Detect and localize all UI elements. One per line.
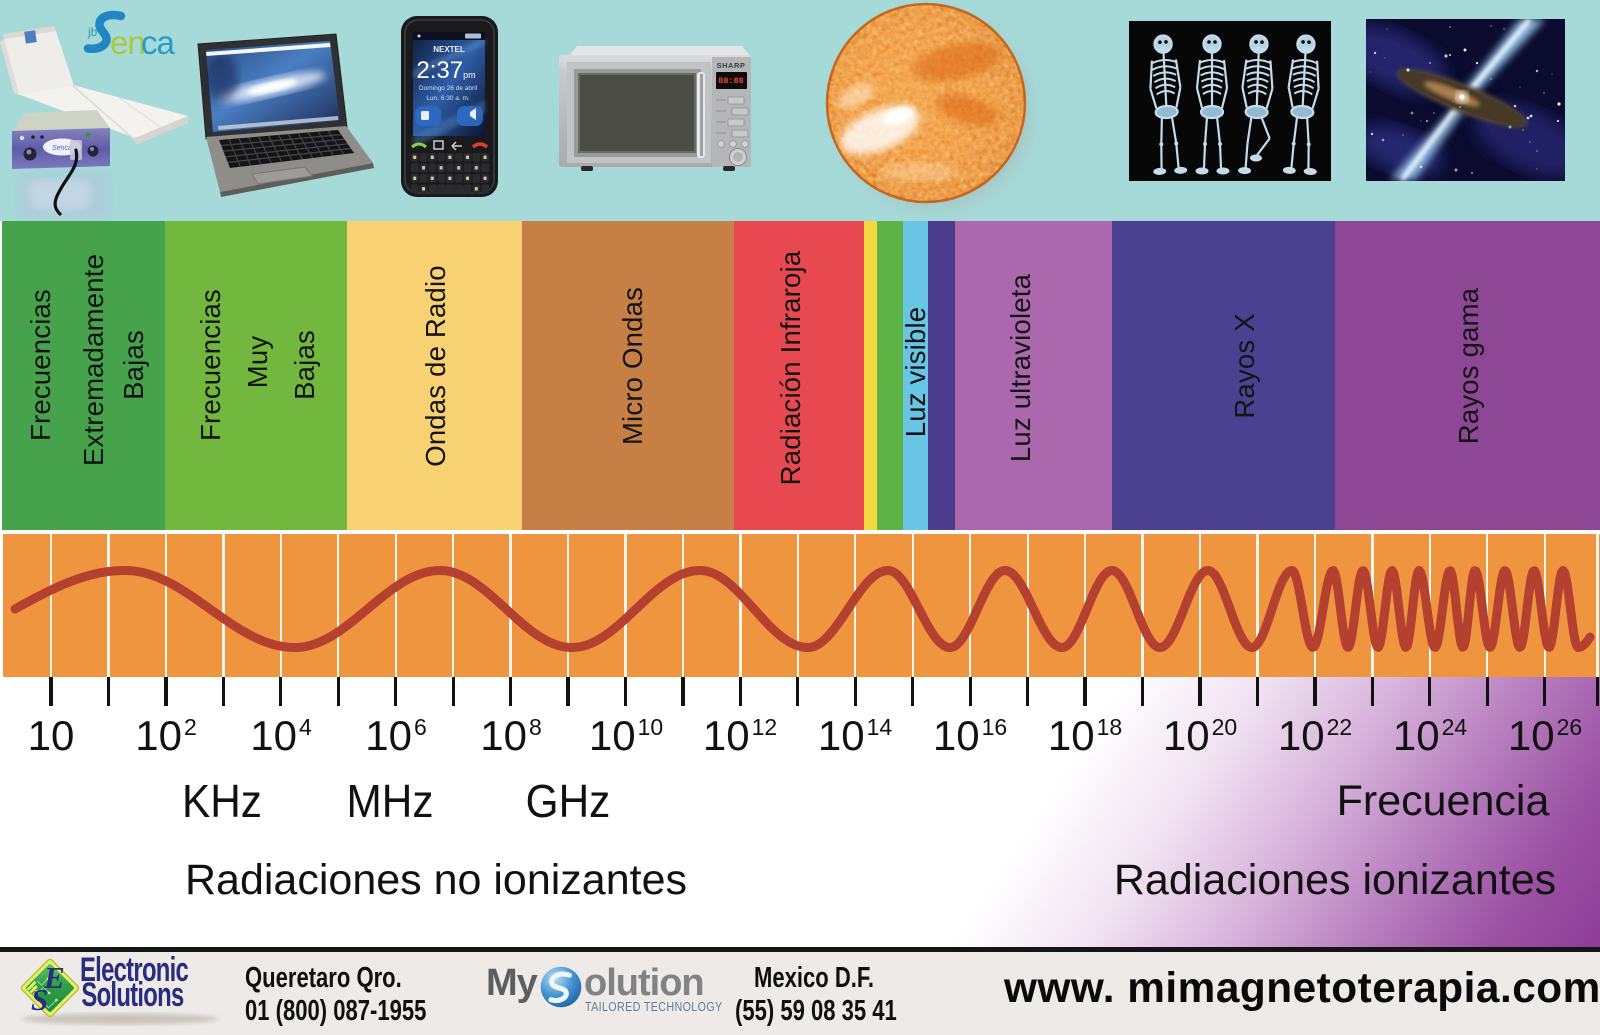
svg-text:SHARP: SHARP [717,61,746,70]
svg-text:E: E [43,960,65,995]
svg-text:jb: jb [87,25,98,39]
svg-text:S: S [31,982,48,1017]
svg-text:88:88: 88:88 [718,76,744,86]
svg-text:Lun. 6:30 a. m.: Lun. 6:30 a. m. [426,95,470,102]
svg-text:ca: ca [141,24,176,61]
svg-text:NEXTEL: NEXTEL [433,45,465,54]
svg-text:Domingo 26 de abril: Domingo 26 de abril [419,85,478,92]
svg-text:en: en [110,24,145,61]
svg-text:Senca: Senca [52,145,72,152]
